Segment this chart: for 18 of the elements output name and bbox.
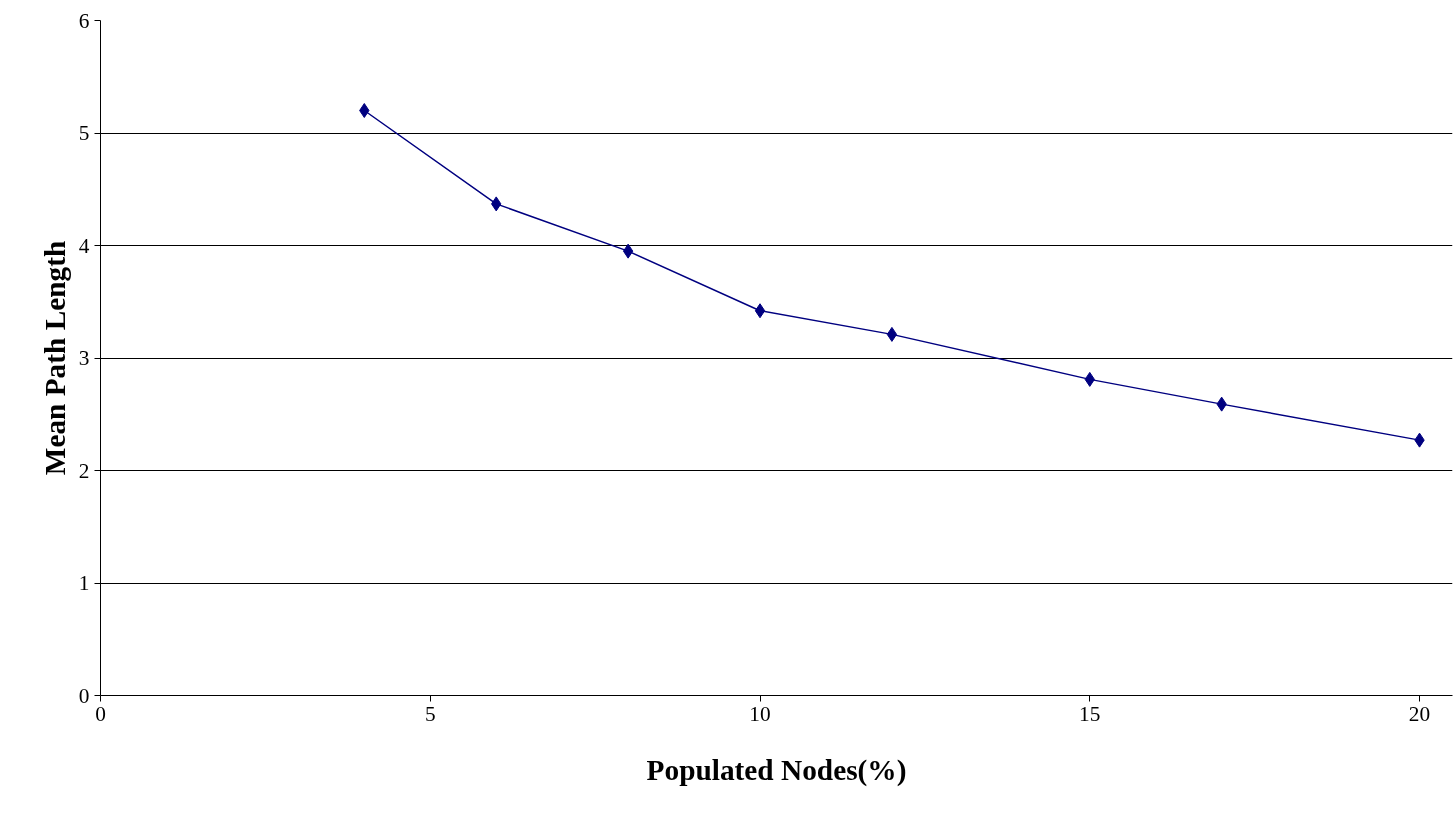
y-tick-label: 6	[78, 8, 90, 33]
point	[754, 303, 766, 319]
x-axis-title: Populated Nodes(%)	[646, 753, 907, 787]
y-tick-label: 4	[78, 233, 90, 258]
x-tick-label: 0	[95, 701, 106, 726]
y-tick-label: 3	[78, 346, 90, 370]
x-tick-label: 15	[1079, 701, 1101, 726]
point	[359, 103, 370, 118]
x-tick-label: 20	[1408, 701, 1431, 726]
y-tick-label: 2	[78, 458, 90, 483]
y-tick-label: 0	[78, 683, 90, 708]
x-tick-label: 5	[424, 701, 436, 726]
x-tick-label: 10	[749, 701, 771, 726]
y-tick-label: 5	[78, 121, 90, 145]
point	[622, 243, 634, 259]
y-tick-label: 1	[78, 571, 90, 595]
y-axis-title: Mean Path Length	[38, 240, 71, 476]
point	[886, 326, 898, 342]
